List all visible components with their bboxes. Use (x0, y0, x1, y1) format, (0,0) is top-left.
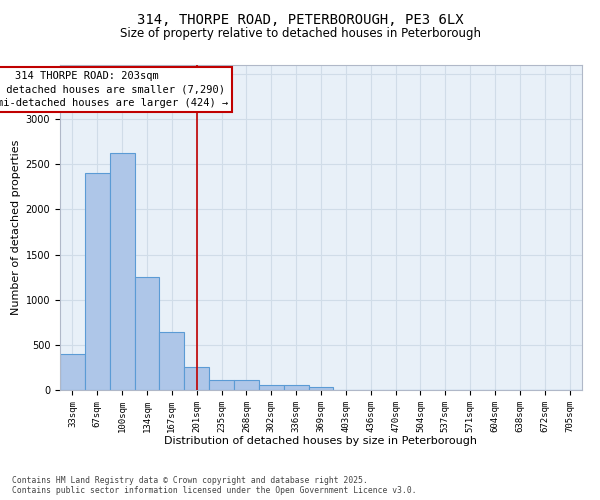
Bar (110, 152, 134, 390)
Bar (160, 332, 184, 390)
Bar (259, 385, 284, 390)
Text: 314, THORPE ROAD, PETERBOROUGH, PE3 6LX: 314, THORPE ROAD, PETERBOROUGH, PE3 6LX (137, 12, 463, 26)
Bar (209, 380, 234, 390)
Bar (60, 354, 85, 390)
Text: Size of property relative to detached houses in Peterborough: Size of property relative to detached ho… (119, 28, 481, 40)
Bar (234, 380, 259, 390)
X-axis label: Distribution of detached houses by size in Peterborough: Distribution of detached houses by size … (164, 436, 478, 446)
Bar (284, 386, 308, 390)
Bar (85, 174, 110, 390)
Y-axis label: Number of detached properties: Number of detached properties (11, 140, 22, 315)
Bar (184, 366, 209, 390)
Text: 314 THORPE ROAD: 203sqm
← 95% of detached houses are smaller (7,290)
5% of semi-: 314 THORPE ROAD: 203sqm ← 95% of detache… (0, 72, 228, 108)
Text: Contains HM Land Registry data © Crown copyright and database right 2025.
Contai: Contains HM Land Registry data © Crown c… (12, 476, 416, 495)
Bar (134, 277, 160, 390)
Bar (308, 388, 334, 390)
